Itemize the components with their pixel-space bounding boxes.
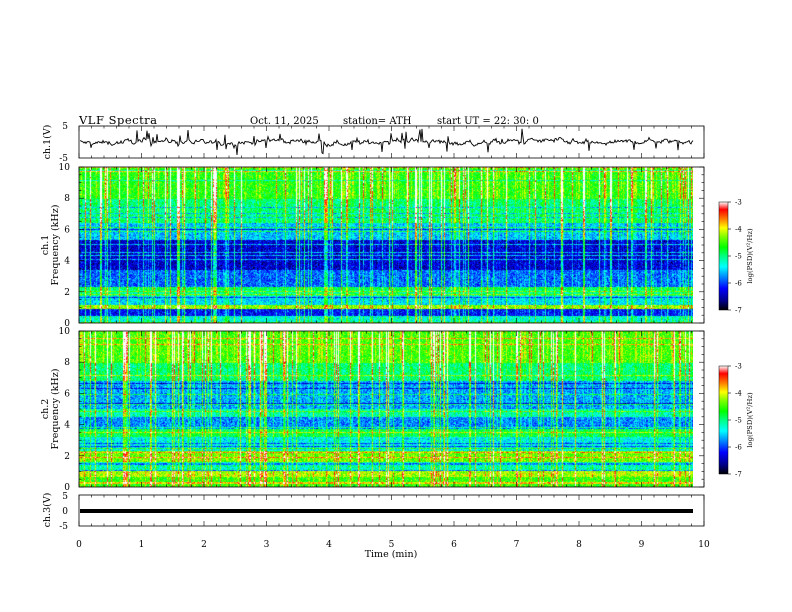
colorbar-tick-label: -7 [735, 307, 742, 315]
ch2-frequency-ylabel: Frequency (kHz) [50, 369, 61, 450]
ch2-spectrogram-panel: 0 2 4 6 8 10 ch.2 Frequency (kHz) -3 -4 -5 -6 -7 … [40, 327, 754, 493]
frequency-tick-label: 0 [64, 483, 70, 493]
frequency-tick-label: 2 [64, 288, 70, 298]
frequency-tick-label: 6 [64, 389, 70, 399]
ch1-waveform-ticks [78, 126, 705, 158]
ch2-spectrogram-image [79, 331, 693, 487]
date-label: Oct. 11, 2025 [250, 116, 319, 127]
ch3-waveform-ylabel: ch.3(V) [42, 493, 53, 528]
colorbar-tick-label: -3 [735, 363, 742, 371]
ch1-colorbar-gradient [718, 201, 729, 311]
time-tick-label: 1 [139, 540, 145, 550]
ch2-colorbar: -3 -4 -5 -6 -7 log(PSD)(V²/Hz) [718, 363, 754, 479]
ch3-ytick-top: 5 [62, 492, 68, 502]
ch1-frequency-ylabel: Frequency (kHz) [50, 205, 61, 286]
time-axis-label: Time (min) [365, 549, 418, 560]
ch2-colorbar-gradient [718, 365, 729, 475]
time-tick-label: 3 [264, 540, 270, 550]
start-time-label: start UT = 22: 30: 0 [437, 116, 539, 127]
ch1-waveform-trace [80, 128, 694, 155]
frequency-tick-label: 10 [59, 327, 71, 337]
ch1-frequency-tick-labels: 0 2 4 6 8 10 [59, 163, 71, 329]
colorbar-tick-label: -4 [735, 226, 742, 234]
ch1-channel-label: ch.1 [40, 235, 51, 256]
time-tick-label: 4 [326, 540, 332, 550]
ch2-channel-label: ch.2 [40, 399, 51, 420]
frequency-tick-label: 2 [64, 452, 70, 462]
ch2-colorbar-label: log(PSD)(V²/Hz) [746, 392, 754, 448]
frequency-tick-label: 6 [64, 225, 70, 235]
ch3-ytick-mid: 0 [62, 507, 68, 517]
time-tick-label: 8 [576, 540, 582, 550]
station-label: station= ATH [343, 116, 412, 127]
colorbar-tick-label: -4 [735, 390, 742, 398]
frequency-tick-label: 0 [64, 319, 70, 329]
ch1-spectrogram-image [79, 167, 693, 323]
ch3-waveform-panel: 5 0 -5 ch.3(V) 0 1 2 3 4 5 6 7 8 9 10 Time (min) [42, 492, 710, 560]
ch1-ytick-bottom: -5 [59, 154, 68, 164]
frequency-tick-label: 8 [64, 194, 70, 204]
ch1-waveform-ylabel: ch.1(V) [42, 125, 53, 160]
time-tick-label: 0 [76, 540, 82, 550]
ch1-colorbar-ticks: -3 -4 -5 -6 -7 [728, 199, 742, 315]
colorbar-tick-label: -6 [735, 280, 742, 288]
time-tick-label: 7 [514, 540, 520, 550]
ch1-waveform-panel: 5 -5 ch.1(V) [42, 122, 705, 164]
time-tick-label: 6 [451, 540, 457, 550]
ch3-waveform-ticks [78, 495, 705, 526]
colorbar-tick-label: -6 [735, 444, 742, 452]
frequency-tick-label: 4 [64, 421, 70, 431]
colorbar-tick-label: -7 [735, 471, 742, 479]
frequency-tick-label: 8 [64, 358, 70, 368]
ch2-frequency-tick-labels: 0 2 4 6 8 10 [59, 327, 71, 493]
colorbar-tick-label: -5 [735, 253, 742, 261]
ch1-colorbar: -3 -4 -5 -6 -7 log(PSD)(V²/Hz) [718, 199, 754, 315]
frequency-tick-label: 10 [59, 163, 71, 173]
time-tick-label: 2 [201, 540, 207, 550]
time-axis-tick-labels: 0 1 2 3 4 5 6 7 8 9 10 [76, 540, 710, 550]
ch1-waveform-line [80, 128, 694, 155]
ch2-colorbar-ticks: -3 -4 -5 -6 -7 [728, 363, 742, 479]
colorbar-tick-label: -3 [735, 199, 742, 207]
time-tick-label: 10 [698, 540, 710, 550]
ch3-waveform-trace [80, 509, 693, 513]
ch3-ytick-bottom: -5 [59, 522, 68, 532]
ch1-colorbar-label: log(PSD)(V²/Hz) [746, 228, 754, 284]
frequency-tick-label: 4 [64, 257, 70, 267]
ch2-spectrogram-ticks [78, 330, 705, 488]
ch1-spectrogram-ticks [78, 166, 705, 324]
ch1-ytick-top: 5 [62, 122, 68, 132]
ch1-spectrogram-panel: 0 2 4 6 8 10 ch.1 Frequency (kHz) [40, 163, 754, 329]
colorbar-tick-label: -5 [735, 417, 742, 425]
time-tick-label: 5 [389, 540, 395, 550]
figure-title: VLF Spectra [78, 113, 158, 127]
time-tick-label: 9 [639, 540, 645, 550]
